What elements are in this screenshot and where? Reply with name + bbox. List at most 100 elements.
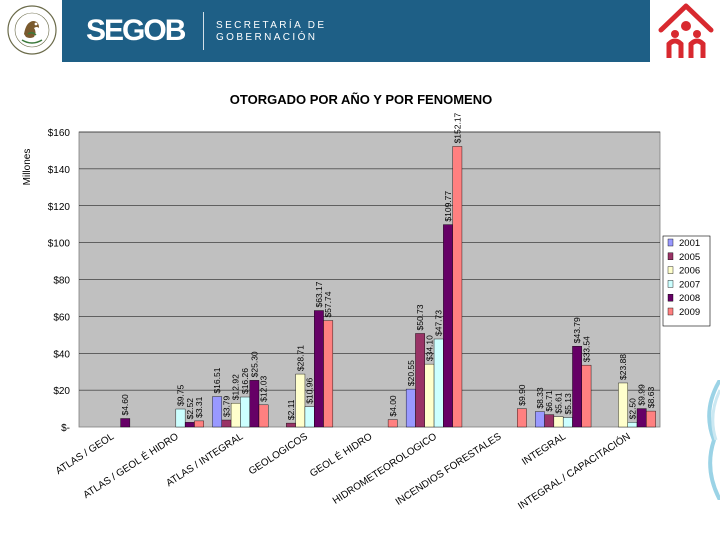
bar-2001	[212, 396, 222, 428]
data-label: $9.90	[517, 384, 527, 406]
legend-swatch-2001	[667, 238, 674, 247]
y-tick-label: $40	[53, 349, 70, 360]
data-label: $12.92	[231, 374, 241, 400]
data-label: $34.10	[424, 335, 434, 361]
bar-2008	[443, 224, 453, 428]
bar-2009	[581, 364, 592, 428]
y-axis-label: Millones	[22, 149, 33, 186]
data-label: $8.33	[535, 387, 545, 409]
data-label: $109.77	[443, 191, 453, 222]
data-label: $2.50	[627, 398, 637, 420]
y-tick-label: $20	[53, 386, 70, 397]
bar-2001	[405, 388, 416, 428]
x-category-label: INTEGRAL / CAPACITACIÓN	[515, 430, 632, 513]
bar-2001	[535, 411, 545, 428]
x-category-label: GEOL É HIDRO	[307, 429, 375, 479]
bar-2009	[194, 420, 204, 428]
data-label: $12.03	[259, 376, 269, 402]
data-label: $2.52	[185, 398, 195, 420]
bar-2008	[636, 408, 647, 428]
secretaria-line2: GOBERNACIÓN	[216, 32, 318, 43]
bar-2005	[544, 414, 555, 428]
bar-2006	[424, 363, 435, 428]
data-label: $5.61	[554, 392, 564, 414]
bar-2008	[249, 380, 260, 428]
bar-2007	[304, 406, 315, 428]
legend-swatch-2006	[667, 266, 674, 274]
bar-2007	[240, 396, 250, 428]
data-label: $25.30	[249, 351, 259, 377]
x-category-label: INTEGRAL	[520, 431, 568, 468]
bar-2009	[387, 419, 398, 428]
bar-2007	[562, 417, 573, 428]
data-label: $10.96	[305, 378, 315, 404]
data-label: $4.00	[388, 395, 398, 417]
y-tick-label: $-	[61, 423, 70, 434]
secretaria-line1: SECRETARÍA DE	[216, 20, 327, 31]
bar-chart: OTORGADO POR AÑO Y POR FENOMENO Millones…	[22, 92, 711, 513]
segob-logo: SEGOB	[86, 14, 186, 47]
header-band	[62, 0, 650, 62]
legend-label: 2007	[679, 279, 700, 290]
bar-2009	[452, 146, 463, 428]
bar-2006	[553, 416, 564, 428]
housing-logo-icon	[658, 3, 714, 58]
bar-2007	[433, 338, 444, 428]
y-tick-label: $100	[48, 239, 71, 250]
x-category-label: INCENDIOS FORESTALES	[394, 431, 504, 508]
mexico-seal-icon	[7, 5, 57, 55]
data-label: $9.75	[175, 384, 185, 406]
data-label: $5.13	[563, 393, 573, 415]
legend-swatch-2007	[667, 280, 674, 288]
data-label: $152.17	[452, 112, 462, 143]
bar-2008	[120, 418, 131, 428]
data-label: $47.73	[434, 310, 444, 336]
legend-label: 2009	[679, 307, 700, 318]
legend-label: 2006	[679, 266, 700, 277]
y-tick-label: $140	[48, 165, 71, 176]
legend-swatch-2005	[667, 252, 674, 261]
bar-2008	[314, 310, 324, 428]
data-label: $57.74	[323, 291, 333, 317]
data-label: $3.31	[194, 396, 204, 418]
data-label: $63.17	[314, 281, 324, 307]
bar-2009	[646, 410, 656, 428]
data-label: $50.73	[415, 304, 425, 330]
bar-2005	[286, 422, 296, 428]
data-label: $23.88	[618, 354, 628, 380]
bar-2005	[221, 419, 232, 428]
x-category-label: HIDROMETEOROLOGICO	[331, 431, 439, 507]
data-label: $6.71	[544, 390, 554, 412]
bar-2007	[175, 408, 186, 428]
chart-title: OTORGADO POR AÑO Y POR FENOMENO	[230, 92, 492, 107]
decorative-wave	[707, 380, 720, 500]
bar-2008	[572, 346, 582, 428]
bar-2005	[415, 333, 425, 428]
data-label: $9.99	[637, 384, 647, 406]
legend-label: 2001	[679, 238, 700, 249]
y-tick-label: $60	[53, 312, 70, 323]
data-label: $2.11	[286, 399, 296, 420]
bar-2006	[230, 402, 241, 428]
legend-swatch-2008	[667, 293, 674, 302]
data-label: $43.79	[572, 317, 582, 343]
legend-label: 2008	[679, 293, 700, 304]
data-label: $4.60	[120, 394, 130, 416]
data-label: $33.54	[581, 336, 591, 362]
legend-swatch-2009	[667, 307, 674, 316]
data-label: $20.55	[406, 360, 416, 386]
page-header: SEGOB SECRETARÍA DE GOBERNACIÓN	[0, 0, 720, 62]
bar-2006	[618, 382, 628, 428]
legend-label: 2005	[679, 252, 700, 263]
data-label: $8.63	[646, 387, 656, 409]
x-category-label: GEOLOGICOS	[247, 431, 310, 477]
data-label: $16.26	[240, 368, 250, 394]
bar-2009	[517, 408, 527, 428]
data-label: $16.51	[212, 367, 222, 393]
data-label: $28.71	[295, 345, 305, 371]
bar-2006	[295, 373, 306, 428]
bar-2008	[184, 422, 195, 428]
x-category-label: ATLAS / GEOL	[54, 431, 117, 477]
header-divider	[203, 12, 204, 50]
bar-2009	[258, 404, 269, 428]
